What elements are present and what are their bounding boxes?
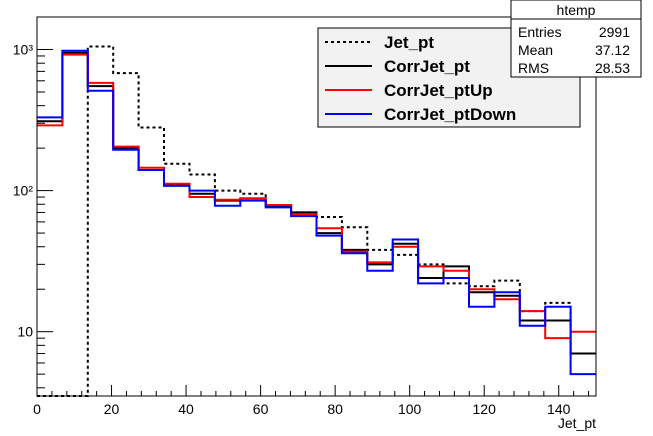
stats-box-title: htemp xyxy=(557,2,596,18)
x-axis-title: Jet_pt xyxy=(558,415,596,431)
x-tick-label: 20 xyxy=(104,401,120,417)
legend-label: CorrJet_pt xyxy=(384,57,470,76)
legend-entry-corrjet-pt: CorrJet_pt xyxy=(325,57,470,76)
legend-entry-corrjet-ptup: CorrJet_ptUp xyxy=(325,81,493,100)
series-layer xyxy=(37,45,596,397)
y-tick-label: 10² xyxy=(13,183,34,199)
stats-box-frame xyxy=(510,0,642,78)
axis-ticks: 0 20 40 60 80 100 120 140 10 10² 10³ xyxy=(13,42,590,417)
stats-mean-label: Mean xyxy=(518,42,553,58)
x-tick-label: 120 xyxy=(473,401,497,417)
legend-label: Jet_pt xyxy=(384,33,434,52)
x-tick-label: 140 xyxy=(547,401,571,417)
x-tick-label: 60 xyxy=(253,401,269,417)
legend-entry-jet-pt: Jet_pt xyxy=(325,33,434,52)
legend-entry-corrjet-ptdown: CorrJet_ptDown xyxy=(325,105,516,124)
plot-frame xyxy=(36,16,597,397)
legend-label: CorrJet_ptUp xyxy=(384,81,493,100)
y-tick-label: 10 xyxy=(17,324,33,340)
y-tick-label: 10³ xyxy=(13,42,34,58)
legend-label: CorrJet_ptDown xyxy=(384,105,516,124)
histogram-line-corrjet-ptdown xyxy=(37,49,596,376)
series-corrjet-ptdown xyxy=(37,49,596,376)
stats-rms-label: RMS xyxy=(518,60,549,76)
x-tick-label: 80 xyxy=(327,401,343,417)
stats-mean-value: 37.12 xyxy=(595,42,630,58)
x-tick-label: 40 xyxy=(178,401,194,417)
stats-entries-label: Entries xyxy=(518,24,562,40)
legend-entries: Jet_pt CorrJet_pt CorrJet_ptUp CorrJet_ptDo… xyxy=(325,33,516,124)
x-tick-label: 100 xyxy=(398,401,422,417)
x-tick-label: 0 xyxy=(33,401,41,417)
stats-entries-value: 2991 xyxy=(599,24,630,40)
stats-box: htemp Entries 2991 Mean 37.12 RMS 28.53 xyxy=(510,0,642,78)
stats-rms-value: 28.53 xyxy=(595,60,630,76)
